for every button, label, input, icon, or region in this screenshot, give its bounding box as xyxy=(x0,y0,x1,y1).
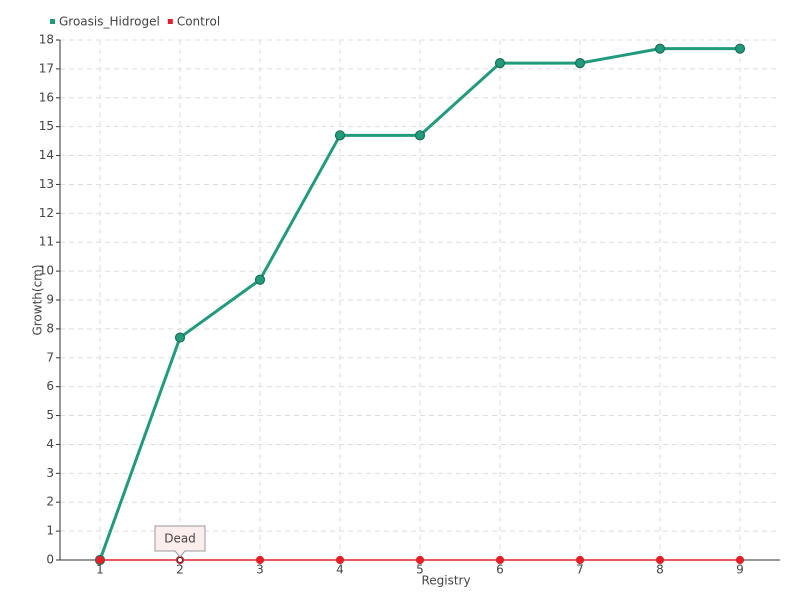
point xyxy=(415,555,425,565)
y-tick-label: 15 xyxy=(39,119,54,133)
y-tick-label: 2 xyxy=(46,495,54,509)
point xyxy=(575,555,585,565)
y-tick-label: 5 xyxy=(46,408,54,422)
x-tick-label: 6 xyxy=(496,563,504,577)
y-tick-label: 7 xyxy=(46,350,54,364)
y-tick-label: 14 xyxy=(39,148,54,162)
x-tick-label: 4 xyxy=(336,563,344,577)
annotation-point xyxy=(177,557,183,563)
y-tick-label: 3 xyxy=(46,466,54,480)
y-tick-label: 13 xyxy=(39,177,54,191)
point xyxy=(495,555,505,565)
point xyxy=(734,43,746,54)
x-tick-label: 7 xyxy=(576,563,584,577)
y-tick-label: 11 xyxy=(39,235,54,249)
point xyxy=(174,332,186,343)
point xyxy=(414,130,426,141)
x-tick-label: 9 xyxy=(736,563,744,577)
legend-swatch xyxy=(50,19,55,24)
annotation-box xyxy=(154,525,206,558)
x-tick-label: 1 xyxy=(96,563,104,577)
x-tick-label: 8 xyxy=(656,563,664,577)
point xyxy=(95,555,105,565)
y-tick-label: 8 xyxy=(46,321,54,335)
x-tick-label: 2 xyxy=(176,563,184,577)
y-tick-label: 1 xyxy=(46,524,54,538)
point xyxy=(654,43,666,54)
point xyxy=(735,555,745,565)
point xyxy=(334,130,346,141)
y-tick-label: 16 xyxy=(39,90,54,104)
x-tick-label: 5 xyxy=(416,563,424,577)
y-tick-label: 9 xyxy=(46,293,54,307)
point xyxy=(335,555,345,565)
point xyxy=(574,58,586,69)
legend-swatch xyxy=(167,19,173,24)
point xyxy=(655,555,665,565)
point xyxy=(254,274,266,285)
legend-label: Groasis_Hidrogel xyxy=(59,15,160,29)
annotation-label: Dead xyxy=(164,532,196,546)
y-tick-label: 18 xyxy=(39,33,54,47)
point xyxy=(255,555,265,565)
x-axis-label: Registry xyxy=(421,574,470,588)
y-tick-label: 17 xyxy=(39,61,54,75)
x-tick-label: 3 xyxy=(256,563,264,577)
legend-label: Control xyxy=(177,15,220,29)
y-tick-label: 12 xyxy=(39,206,54,220)
y-tick-label: 6 xyxy=(46,379,54,393)
y-tick-label: 10 xyxy=(39,264,54,278)
y-axis-label: Growth(cm) xyxy=(31,264,45,335)
point xyxy=(494,58,506,69)
y-tick-label: 0 xyxy=(46,553,54,567)
y-tick-label: 4 xyxy=(46,437,54,451)
